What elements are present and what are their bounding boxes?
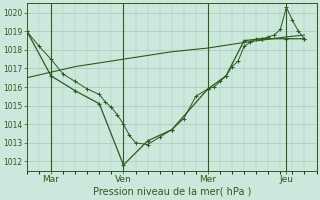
X-axis label: Pression niveau de la mer( hPa ): Pression niveau de la mer( hPa ) xyxy=(92,187,251,197)
